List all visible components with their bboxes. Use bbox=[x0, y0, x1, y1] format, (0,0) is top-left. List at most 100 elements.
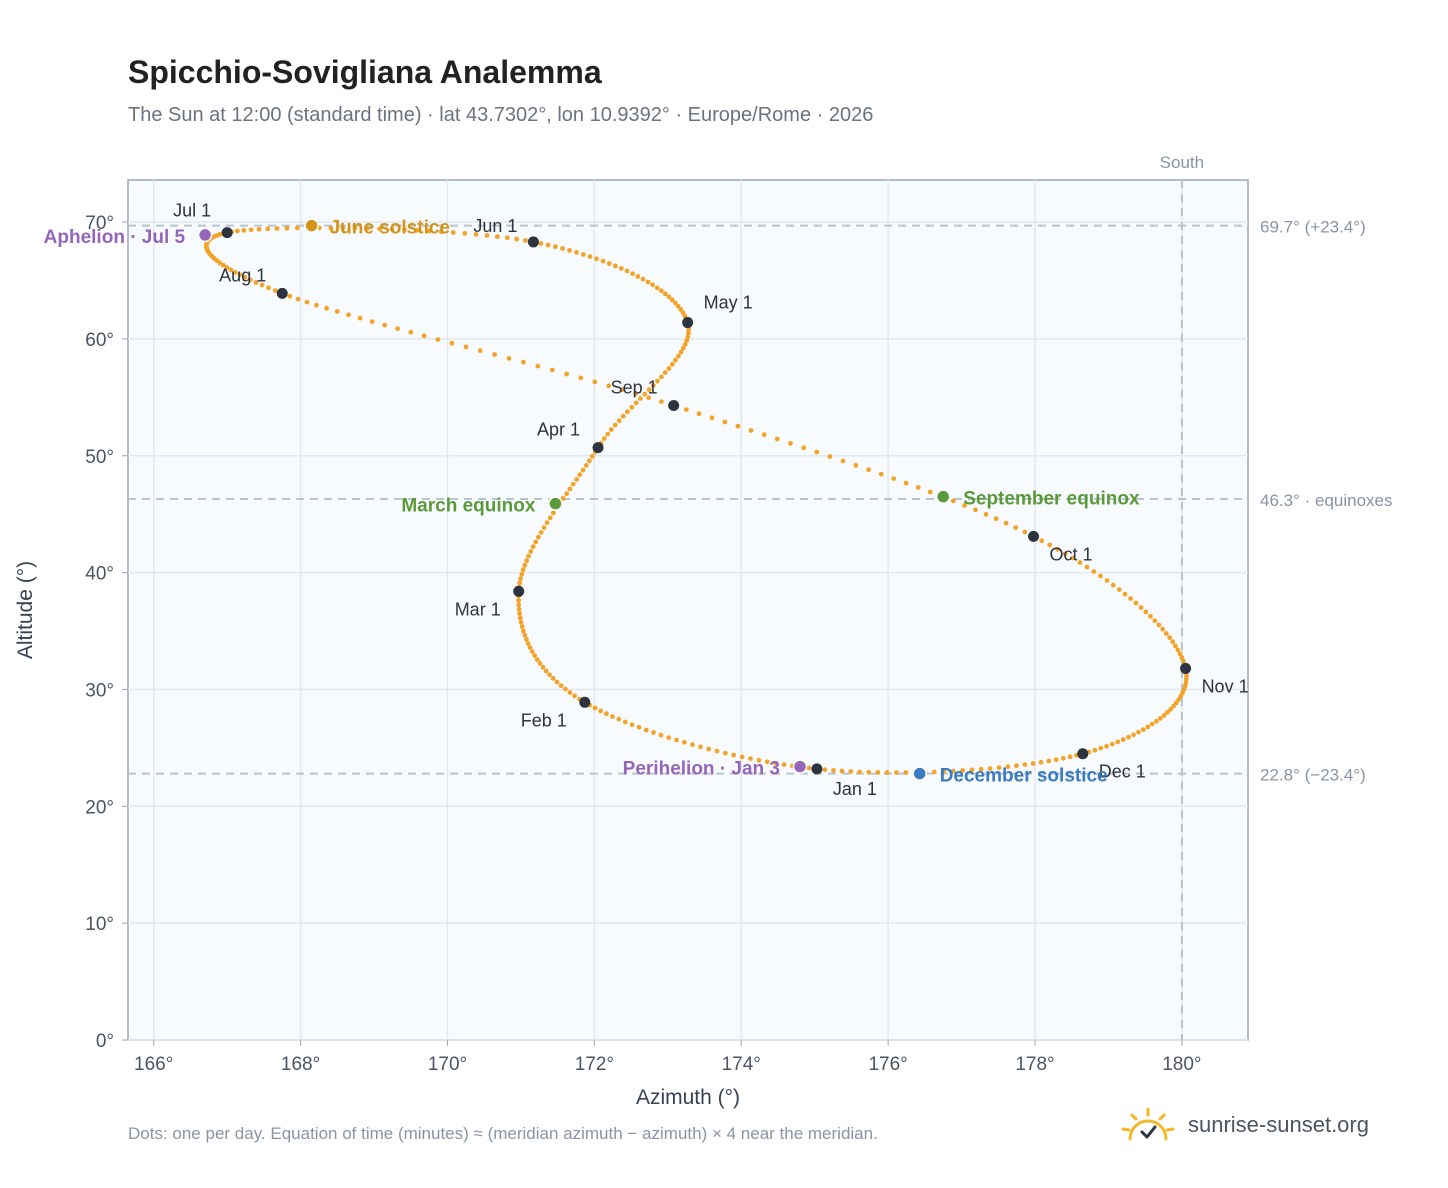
daily-dot bbox=[545, 242, 551, 248]
daily-dot bbox=[983, 511, 989, 517]
special-marker-solstice-june bbox=[304, 218, 319, 233]
daily-dot bbox=[435, 337, 441, 342]
daily-dot bbox=[651, 730, 656, 735]
daily-dot bbox=[960, 768, 965, 773]
daily-dot bbox=[516, 606, 522, 612]
daily-dot bbox=[927, 489, 933, 495]
daily-dot bbox=[551, 510, 556, 516]
daily-dot bbox=[495, 234, 500, 240]
daily-dot bbox=[535, 363, 541, 369]
daily-dot bbox=[1168, 706, 1173, 712]
daily-dot bbox=[1145, 724, 1151, 730]
daily-dot bbox=[625, 409, 630, 415]
daily-dot bbox=[519, 624, 525, 630]
month-label: Mar 1 bbox=[455, 599, 501, 619]
daily-dot bbox=[266, 285, 271, 291]
daily-dot bbox=[658, 288, 664, 294]
labels: Jan 1 Feb 1 Mar 1 Apr 1 May 1 Jun 1 Jul 1 Aug 1… bbox=[44, 201, 1249, 799]
daily-dot bbox=[748, 428, 754, 433]
daily-dot bbox=[527, 645, 533, 650]
x-tick-label: 172° bbox=[575, 1054, 614, 1075]
daily-dot bbox=[761, 432, 767, 438]
special-label: June solstice bbox=[330, 218, 450, 239]
daily-dot bbox=[781, 762, 787, 767]
daily-dot bbox=[666, 735, 672, 740]
analemma-curve bbox=[203, 225, 1189, 775]
daily-dot bbox=[538, 530, 544, 535]
month-label: Aug 1 bbox=[219, 265, 266, 285]
brand[interactable]: sunrise-sunset.org bbox=[1120, 1100, 1369, 1150]
daily-dot bbox=[950, 768, 956, 774]
daily-dot bbox=[462, 231, 468, 236]
daily-dot bbox=[706, 746, 712, 752]
daily-dot bbox=[618, 266, 624, 271]
daily-dot bbox=[540, 664, 546, 670]
daily-dot bbox=[426, 228, 432, 234]
daily-dot bbox=[636, 724, 642, 730]
x-axis-label: Azimuth (°) bbox=[636, 1086, 740, 1109]
daily-dot bbox=[658, 732, 664, 738]
month-marker bbox=[811, 763, 823, 775]
daily-dot bbox=[669, 361, 675, 367]
daily-dot bbox=[523, 238, 528, 243]
daily-dot bbox=[1084, 564, 1090, 570]
daily-dot bbox=[259, 282, 265, 288]
daily-dot bbox=[414, 227, 420, 233]
daily-dot bbox=[1136, 729, 1141, 735]
x-tick-label: 174° bbox=[722, 1054, 761, 1075]
daily-dot bbox=[567, 690, 573, 695]
daily-dot bbox=[563, 686, 568, 692]
daily-dot bbox=[256, 226, 262, 232]
daily-dot bbox=[857, 769, 862, 775]
daily-dot bbox=[284, 225, 290, 231]
daily-dot bbox=[450, 230, 456, 235]
daily-dot bbox=[586, 458, 592, 464]
daily-dot bbox=[287, 293, 293, 299]
month-label: Jun 1 bbox=[473, 216, 517, 236]
daily-dot bbox=[1070, 555, 1075, 561]
month-label: Oct 1 bbox=[1050, 544, 1093, 564]
daily-dot bbox=[477, 348, 483, 354]
daily-dot bbox=[1120, 737, 1126, 742]
month-label: Sep 1 bbox=[611, 378, 658, 398]
daily-dot bbox=[875, 770, 881, 775]
daily-dot bbox=[814, 449, 820, 455]
special-marker-solstice-december bbox=[912, 766, 927, 781]
daily-dot bbox=[839, 768, 845, 774]
daily-dot bbox=[682, 342, 688, 347]
daily-dot bbox=[518, 576, 523, 581]
y-tick-label: 10° bbox=[85, 914, 114, 935]
daily-dot bbox=[950, 498, 956, 504]
daily-dot bbox=[676, 353, 681, 359]
daily-dot bbox=[884, 770, 890, 775]
daily-dot bbox=[891, 476, 897, 481]
month-marker bbox=[668, 400, 680, 412]
daily-dot bbox=[567, 248, 572, 253]
daily-dot bbox=[686, 330, 691, 336]
daily-dot bbox=[567, 486, 573, 492]
reference-line-label: 46.3° · equinoxes bbox=[1260, 491, 1393, 510]
daily-dot bbox=[673, 357, 678, 363]
special-label: December solstice bbox=[940, 766, 1108, 787]
daily-dot bbox=[1014, 763, 1019, 769]
y-tick-label: 40° bbox=[85, 564, 114, 585]
daily-dot bbox=[993, 516, 999, 522]
daily-dot bbox=[574, 477, 579, 482]
y-tick-label: 50° bbox=[85, 447, 114, 468]
daily-dot bbox=[1163, 631, 1169, 636]
daily-dot bbox=[698, 744, 703, 750]
daily-dot bbox=[680, 345, 686, 351]
daily-dot bbox=[606, 261, 612, 266]
daily-dot bbox=[1092, 747, 1098, 753]
daily-dot bbox=[272, 288, 278, 293]
x-tick-label: 176° bbox=[868, 1054, 907, 1075]
daily-dot bbox=[1128, 596, 1133, 601]
reference-line-label: 69.7° (+23.4°) bbox=[1260, 218, 1366, 237]
daily-dot bbox=[1104, 743, 1109, 749]
month-marker bbox=[682, 317, 694, 329]
daily-dot bbox=[247, 277, 253, 283]
daily-dot bbox=[522, 562, 528, 568]
daily-dot bbox=[1053, 757, 1059, 763]
daily-dot bbox=[666, 294, 672, 300]
brand-name: sunrise-sunset.org bbox=[1188, 1112, 1369, 1137]
